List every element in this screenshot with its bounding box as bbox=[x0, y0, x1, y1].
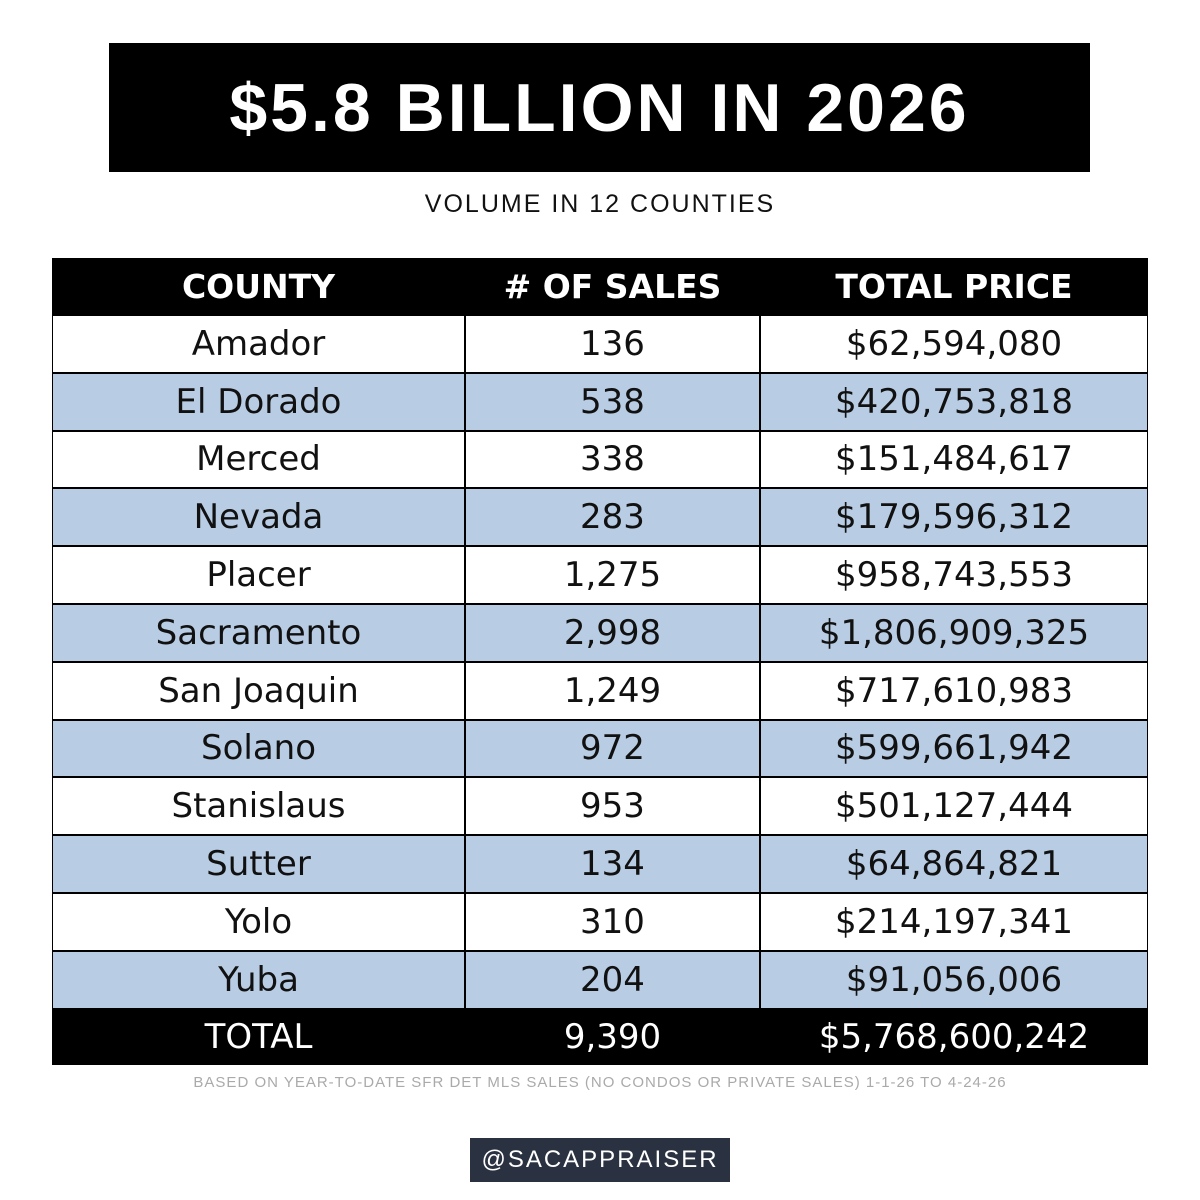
table-cell: $64,864,821 bbox=[761, 836, 1147, 892]
table-cell: 134 bbox=[466, 836, 759, 892]
footnote: BASED ON YEAR-TO-DATE SFR DET MLS SALES … bbox=[193, 1074, 1007, 1091]
table-cell: El Dorado bbox=[53, 373, 464, 430]
table-cell: $958,743,553 bbox=[761, 547, 1147, 603]
table-cell: 283 bbox=[466, 489, 759, 546]
table-cell: $62,594,080 bbox=[761, 316, 1147, 372]
table-cell: 204 bbox=[466, 951, 759, 1008]
table: COUNTY # OF SALES TOTAL PRICE Amador 136 $62,… bbox=[52, 258, 1148, 1065]
table-cell: $179,596,312 bbox=[761, 489, 1147, 546]
total-cell: $5,768,600,242 bbox=[760, 1008, 1148, 1065]
title: $5.8 BILLION IN 2026 bbox=[109, 43, 1090, 172]
table-cell: Sacramento bbox=[53, 605, 464, 661]
table-cell: $91,056,006 bbox=[761, 951, 1147, 1008]
table-cell: Sutter bbox=[53, 836, 464, 892]
table-cell: 953 bbox=[466, 778, 759, 835]
table-cell: Stanislaus bbox=[53, 778, 464, 835]
column-header: # OF SALES bbox=[465, 258, 760, 315]
table-cell: Solano bbox=[53, 720, 464, 777]
table-cell: $1,806,909,325 bbox=[761, 605, 1147, 661]
table-cell: $501,127,444 bbox=[761, 778, 1147, 835]
table-cell: $151,484,617 bbox=[761, 431, 1147, 488]
table-cell: Merced bbox=[53, 431, 464, 488]
subtitle: VOLUME IN 12 COUNTIES bbox=[424, 190, 776, 218]
table-cell: 1,275 bbox=[466, 547, 759, 603]
table-cell: San Joaquin bbox=[53, 662, 464, 719]
table-cell: 972 bbox=[466, 720, 759, 777]
table-cell: 136 bbox=[466, 316, 759, 372]
table-cell: 2,998 bbox=[466, 605, 759, 661]
table-cell: 538 bbox=[466, 373, 759, 430]
table-cell: $214,197,341 bbox=[761, 894, 1147, 950]
total-cell: 9,390 bbox=[465, 1008, 760, 1065]
table-cell: 1,249 bbox=[466, 662, 759, 719]
table-cell: $420,753,818 bbox=[761, 373, 1147, 430]
column-header: TOTAL PRICE bbox=[760, 258, 1148, 315]
table-cell: 310 bbox=[466, 894, 759, 950]
table-cell: Nevada bbox=[53, 489, 464, 546]
table-cell: $717,610,983 bbox=[761, 662, 1147, 719]
table-cell: Placer bbox=[53, 547, 464, 603]
table-cell: $599,661,942 bbox=[761, 720, 1147, 777]
table-cell: Yolo bbox=[53, 894, 464, 950]
table-cell: Amador bbox=[53, 316, 464, 372]
table-cell: 338 bbox=[466, 431, 759, 488]
handle: @SACAPPRAISER bbox=[470, 1138, 730, 1182]
column-header: COUNTY bbox=[52, 258, 465, 315]
table-cell: Yuba bbox=[53, 951, 464, 1008]
total-cell: TOTAL bbox=[52, 1008, 465, 1065]
